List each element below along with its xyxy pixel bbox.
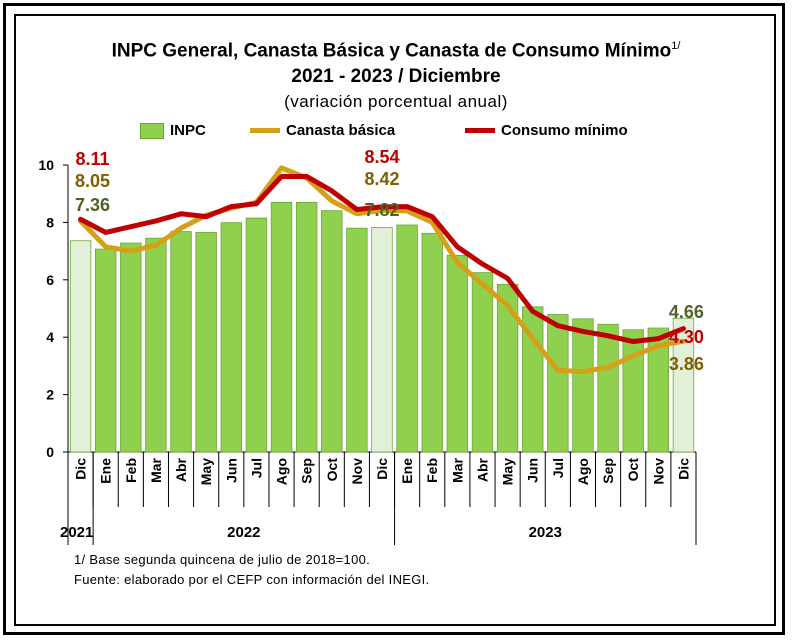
- inpc-bar: [622, 329, 644, 453]
- inpc-bar: [597, 323, 619, 453]
- year-label: 2022: [227, 524, 260, 541]
- x-tick-label: Jun: [525, 458, 541, 483]
- inpc-bar: [270, 201, 293, 453]
- title-footnote-mark: 1/: [671, 40, 681, 52]
- label-canasta-end: 3.86: [669, 354, 704, 374]
- x-tick-label: Feb: [424, 458, 440, 483]
- inpc-bar: [195, 232, 217, 453]
- x-tick-label: Ago: [575, 458, 591, 485]
- x-tick-label: Oct: [625, 458, 641, 482]
- x-tick-label: Ene: [98, 458, 114, 484]
- footnote: 1/ Base segunda quincena de julio de 201…: [74, 552, 371, 567]
- y-tick-label: 2: [46, 387, 54, 403]
- inpc-bar: [572, 318, 594, 453]
- line-series: [78, 165, 686, 375]
- inpc-bar: [371, 227, 393, 453]
- inpc-bar: [220, 222, 242, 453]
- label-consumo-start: 8.11: [76, 149, 110, 169]
- inpc-bar: [496, 283, 519, 453]
- legend-item-inpc: INPC: [140, 122, 206, 139]
- x-tick-label: Sep: [299, 458, 315, 484]
- x-tick-label: Dic: [675, 458, 691, 480]
- x-tick-label: Feb: [123, 458, 139, 483]
- year-label: 2021: [60, 524, 93, 541]
- inpc-bar: [346, 227, 368, 453]
- inpc-bar: [421, 232, 443, 453]
- x-tick-label: Oct: [324, 458, 340, 482]
- inpc-bar: [396, 224, 418, 453]
- x-tick-label: Ene: [399, 458, 415, 484]
- x-tick-label: Jul: [550, 458, 566, 478]
- x-tick-label: May: [198, 458, 214, 485]
- label-inpc-start: 7.36: [75, 195, 110, 215]
- inpc-bar: [245, 217, 268, 453]
- inpc-bar: [69, 240, 92, 453]
- data-labels: 8.118.05 7.36 8.548.42 7.82 4.66 4.30 3.86: [75, 147, 704, 374]
- title-line1: INPC General, Canasta Básica y Canasta d…: [111, 40, 672, 62]
- y-tick-label: 8: [46, 214, 54, 230]
- x-tick-label: Abr: [474, 457, 490, 482]
- inpc-bar: [295, 201, 318, 453]
- x-tick-label: Mar: [148, 457, 164, 482]
- legend-item-consumo: Consumo mínimo: [465, 122, 628, 139]
- y-tick-label: 4: [46, 329, 54, 345]
- legend-item-canasta: Canasta básica: [250, 122, 395, 139]
- x-tick-label: Jul: [248, 458, 264, 478]
- inpc-bar: [647, 327, 670, 453]
- x-tick-label: May: [500, 458, 516, 485]
- inpc-bar: [94, 248, 117, 453]
- legend-label-canasta: Canasta básica: [286, 122, 396, 139]
- label-inpc-mid: 7.82: [364, 200, 399, 220]
- legend-label-consumo: Consumo mínimo: [501, 122, 628, 139]
- label-consumo-end: 4.30: [669, 327, 704, 347]
- y-tick-label: 0: [46, 444, 54, 460]
- inpc-bar: [471, 272, 494, 453]
- inpc-bar: [120, 242, 142, 453]
- x-tick-label: Dic: [73, 458, 89, 480]
- x-tick-label: Nov: [349, 458, 365, 485]
- legend-swatch-consumo: [465, 128, 495, 133]
- chart-axes: 0 2 4 6 8 10 Dic Ene Feb Mar Abr May Jun Jul Ago Sep Oct…: [38, 157, 697, 545]
- inner-frame: [14, 14, 776, 626]
- inpc-bar: [145, 237, 167, 453]
- x-tick-label: Abr: [173, 457, 189, 482]
- inpc-bar: [170, 231, 192, 453]
- chart-title: INPC General, Canasta Básica y Canasta d…: [0, 40, 792, 62]
- label-inpc-end: 4.66: [669, 302, 704, 322]
- source-note: Fuente: elaborado por el CEFP con inform…: [74, 572, 430, 587]
- consumo-minimo-line: [78, 173, 686, 345]
- year-label: 2023: [529, 524, 562, 541]
- x-tick-label: Mar: [449, 457, 465, 482]
- label-canasta-mid: 8.42: [364, 169, 399, 189]
- x-tick-label: Nov: [650, 458, 666, 485]
- label-canasta-start: 8.05: [75, 171, 110, 191]
- x-tick-label: Sep: [600, 458, 616, 484]
- legend-label-inpc: INPC: [170, 122, 206, 139]
- y-tick-label: 6: [46, 272, 54, 288]
- inpc-bar: [547, 314, 569, 453]
- chart-title-line2: 2021 - 2023 / Diciembre: [291, 66, 501, 87]
- outer-frame: [3, 3, 785, 635]
- y-tick-label: 10: [38, 157, 54, 173]
- legend-swatch-inpc: [140, 122, 164, 139]
- x-tick-label: Ago: [274, 458, 290, 485]
- inpc-bar: [321, 210, 343, 453]
- x-tick-label: Jun: [223, 458, 239, 483]
- canasta-basica-line: [78, 165, 686, 375]
- bar-series-inpc: [69, 201, 695, 453]
- chart-subtitle: (variación porcentual anual): [284, 92, 508, 111]
- label-consumo-mid: 8.54: [364, 147, 399, 167]
- inpc-bar: [446, 255, 469, 453]
- legend-swatch-canasta: [250, 128, 280, 133]
- inpc-bar: [672, 317, 695, 453]
- x-tick-label: Dic: [374, 458, 390, 480]
